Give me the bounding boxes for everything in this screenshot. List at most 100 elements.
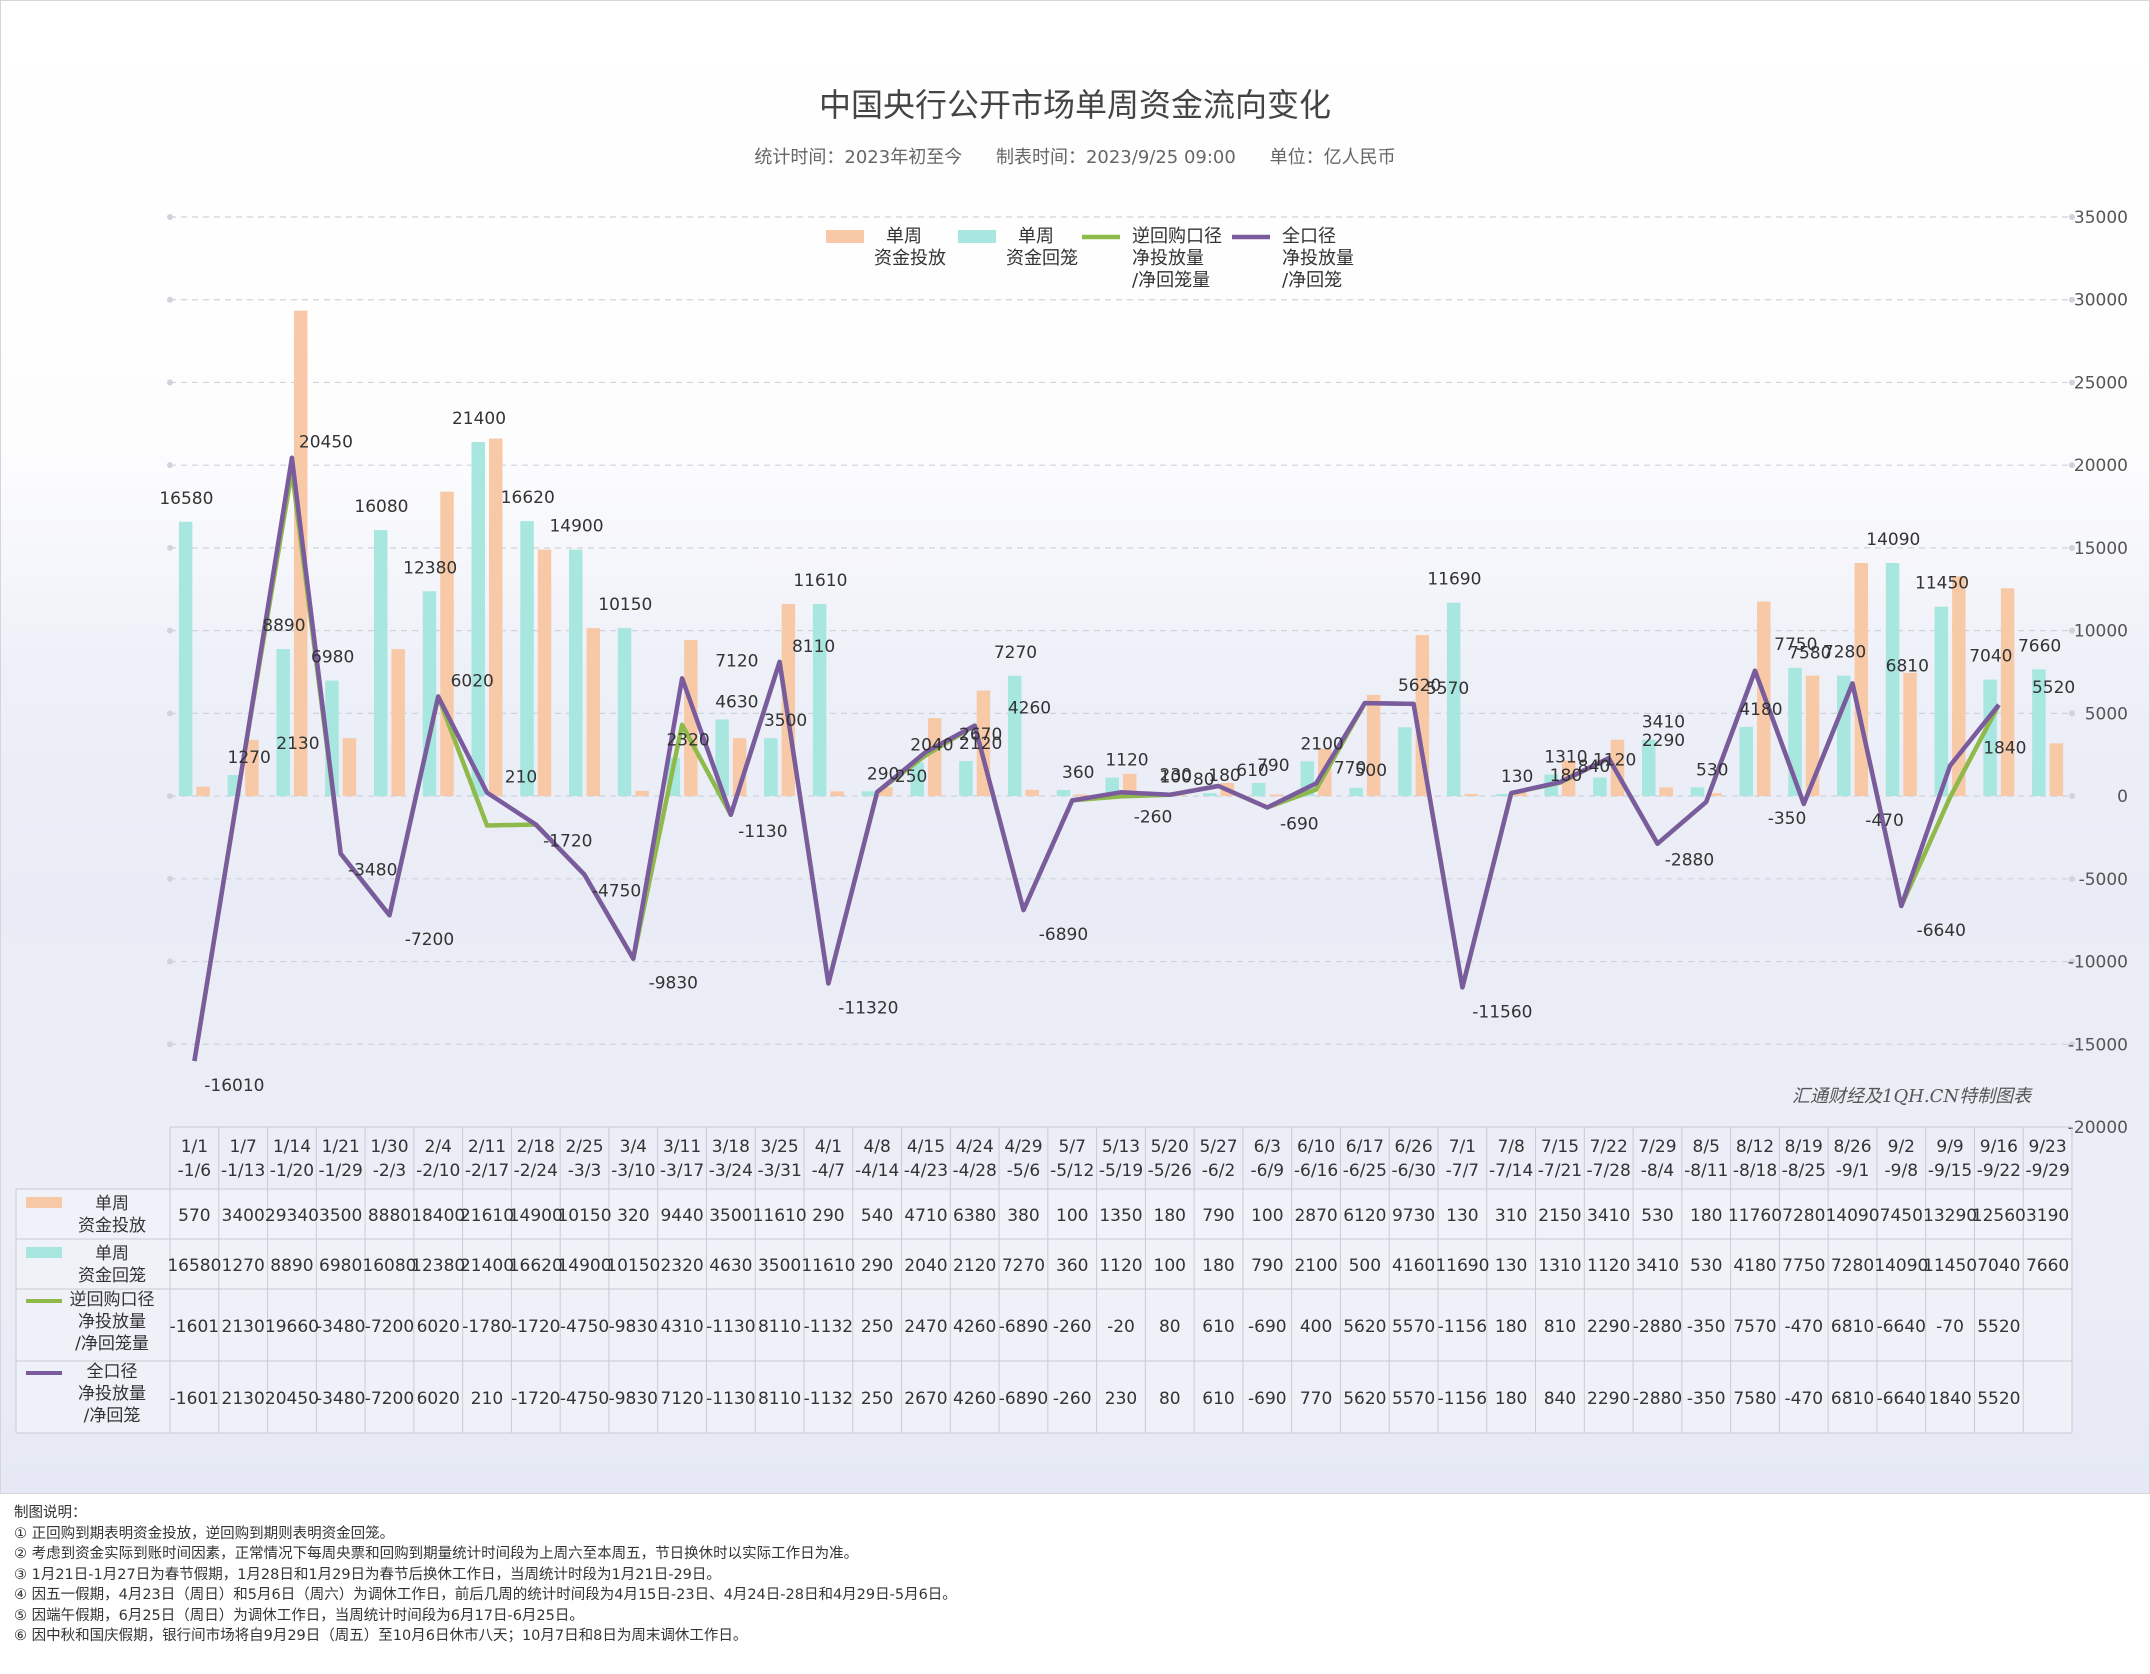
category-label: 4/8 <box>863 1137 890 1157</box>
category-label: -9/29 <box>2025 1161 2069 1181</box>
data-label: 8890 <box>262 616 305 636</box>
bar-injection <box>1708 793 1722 797</box>
data-label: 16620 <box>501 488 555 508</box>
table-cell: -4750 <box>560 1389 609 1409</box>
y-tick-label: 10000 <box>2074 622 2128 642</box>
table-cell: 180 <box>1202 1256 1234 1276</box>
table-cell: 6810 <box>1831 1317 1874 1337</box>
table-cell: 7570 <box>1733 1317 1776 1337</box>
bar-injection <box>1854 562 1869 797</box>
data-label: 16080 <box>354 497 408 517</box>
data-label: 1840 <box>1983 739 2026 759</box>
category-label: 2/25 <box>565 1137 603 1157</box>
data-label: 7270 <box>994 643 1037 663</box>
legend-label: 净投放量 <box>1132 248 1204 269</box>
bar-withdrawal <box>569 549 583 797</box>
bar-injection <box>342 738 357 797</box>
table-cell: 790 <box>1202 1206 1234 1226</box>
category-label: -9/1 <box>1836 1161 1870 1181</box>
table-cell: -2880 <box>1633 1317 1682 1337</box>
table-cell: 540 <box>861 1206 893 1226</box>
table-cell: 8890 <box>270 1256 313 1276</box>
gridline-marker-right <box>2069 296 2075 303</box>
table-cell: -3480 <box>316 1389 365 1409</box>
table-row-label: 单周 <box>95 1244 129 1264</box>
data-label: -11320 <box>838 998 898 1018</box>
category-label: -6/30 <box>1391 1161 1435 1181</box>
table-cell: 3500 <box>758 1256 801 1276</box>
bar-injection <box>927 718 942 797</box>
gridline-marker-left <box>167 627 173 634</box>
category-label: -9/8 <box>1885 1161 1919 1181</box>
data-label: 11690 <box>1427 570 1481 590</box>
category-label: 3/25 <box>761 1137 799 1157</box>
data-label: -2880 <box>1665 851 1714 871</box>
data-label: -4750 <box>592 882 641 902</box>
table-cell: 12380 <box>411 1256 465 1276</box>
table-row-label: 逆回购口径 <box>70 1290 155 1310</box>
data-label: 230 <box>1160 765 1192 785</box>
table-cell: 100 <box>1251 1206 1283 1226</box>
table-cell: -1156 <box>1438 1317 1487 1337</box>
category-label: -4/28 <box>953 1161 997 1181</box>
note-line: ⑤ 因端午假期，6月25日（周日）为调休工作日，当周统计时间段为6月17日-6月… <box>14 1607 584 1624</box>
table-cell: 13290 <box>1923 1206 1977 1226</box>
table-cell: 4160 <box>1392 1256 1435 1276</box>
data-label: 7040 <box>1969 647 2012 667</box>
category-label: -1/29 <box>319 1161 363 1181</box>
category-label: -7/7 <box>1446 1161 1480 1181</box>
category-label: -1/20 <box>270 1161 314 1181</box>
category-label: 1/7 <box>229 1137 256 1157</box>
table-cell: 3410 <box>1587 1206 1630 1226</box>
bar-injection <box>1415 635 1430 797</box>
category-label: 7/15 <box>1541 1137 1579 1157</box>
data-label: 1310 <box>1544 747 1587 767</box>
table-cell: 2130 <box>222 1389 265 1409</box>
category-label: -7/28 <box>1587 1161 1631 1181</box>
bar-injection <box>1805 675 1820 797</box>
category-label: 4/24 <box>956 1137 994 1157</box>
category-label: 3/11 <box>663 1137 701 1157</box>
table-cell: 290 <box>812 1206 844 1226</box>
category-label: -3/24 <box>709 1161 753 1181</box>
table-cell: 530 <box>1641 1206 1673 1226</box>
table-cell: 130 <box>1495 1256 1527 1276</box>
y-tick-label: 30000 <box>2074 291 2128 311</box>
table-cell: 2040 <box>904 1256 947 1276</box>
data-label: 2670 <box>959 725 1002 745</box>
table-row-label: /净回笼 <box>84 1406 141 1426</box>
category-label: -5/26 <box>1148 1161 1192 1181</box>
chart-subtitle: 统计时间：2023年初至今 制表时间：2023/9/25 09:00 单位：亿人… <box>0 143 2150 169</box>
table-cell: -260 <box>1053 1317 1092 1337</box>
table-cell: 2470 <box>904 1317 947 1337</box>
table-cell: 14900 <box>509 1206 563 1226</box>
table-cell: 3400 <box>222 1206 265 1226</box>
bar-withdrawal <box>1007 675 1022 797</box>
bar-injection <box>830 791 844 797</box>
legend-label: /净回笼 <box>1282 270 1342 291</box>
data-label: 610 <box>1236 761 1268 781</box>
gridline-marker-right <box>2069 462 2075 469</box>
data-label: 840 <box>1578 757 1610 777</box>
table-cell: 3500 <box>319 1206 362 1226</box>
table-cell: 80 <box>1159 1317 1181 1337</box>
table-row-label: 单周 <box>95 1194 129 1214</box>
data-label: 790 <box>1257 756 1289 776</box>
y-tick-label: -15000 <box>2068 1035 2128 1055</box>
table-cell: -70 <box>1936 1317 1964 1337</box>
table-cell: 2290 <box>1587 1317 1630 1337</box>
table-row-label: 净投放量 <box>78 1384 146 1404</box>
bar-injection <box>1269 794 1283 797</box>
table-cell: 16080 <box>362 1256 416 1276</box>
table-cell: 5570 <box>1392 1317 1435 1337</box>
data-label: 290 <box>867 764 899 784</box>
table-cell: 2130 <box>222 1317 265 1337</box>
data-label: -470 <box>1865 811 1904 831</box>
table-row-label: 全口径 <box>87 1362 138 1382</box>
category-label: 2/11 <box>468 1137 506 1157</box>
table-cell: -1720 <box>511 1389 560 1409</box>
gridline-marker-right <box>2069 379 2075 386</box>
data-label: 14900 <box>549 517 603 537</box>
category-label: 8/19 <box>1785 1137 1823 1157</box>
data-label: -11560 <box>1472 1002 1532 1022</box>
